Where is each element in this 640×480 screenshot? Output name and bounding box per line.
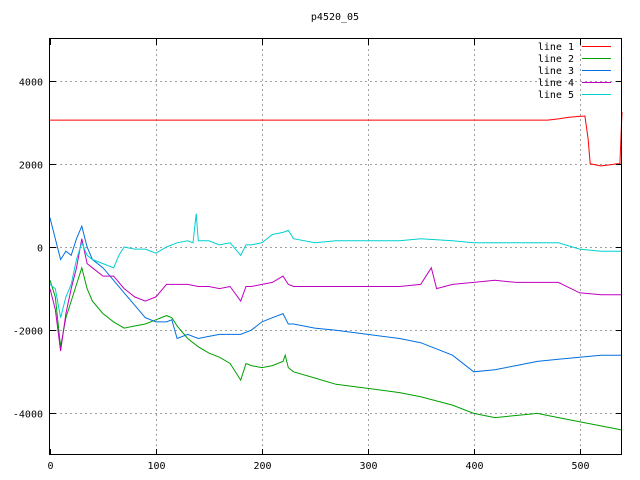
plot-frame [49, 38, 622, 455]
series-line-3 [49, 217, 622, 373]
series-line-5 [49, 213, 622, 318]
legend-label-3: line 3 [538, 66, 574, 77]
y-tick-label: -4000 [13, 410, 43, 421]
y-tick-label: -2000 [13, 327, 43, 338]
y-tick-label: 2000 [19, 161, 43, 172]
y-tick-label: 4000 [19, 78, 43, 89]
x-tick-label: 400 [465, 461, 483, 472]
x-tick-label: 500 [571, 461, 589, 472]
legend-label-2: line 2 [538, 54, 574, 65]
x-tick-label: 0 [47, 461, 53, 472]
series-line-2 [49, 265, 623, 431]
axis-ticks [50, 39, 622, 455]
series-group [49, 111, 623, 431]
x-tick-label: 200 [253, 461, 271, 472]
chart-title: p4520_05 [311, 12, 359, 23]
grid [50, 39, 622, 455]
y-tick-label: 0 [37, 244, 43, 255]
x-tick-label: 300 [359, 461, 377, 472]
series-line-1 [50, 111, 623, 167]
legend-label-1: line 1 [538, 42, 574, 53]
legend-label-5: line 5 [538, 90, 574, 101]
tick-labels: 0 100 200 300 400 500 -4000 -2000 0 2000 4000 [13, 78, 590, 473]
x-tick-label: 100 [147, 461, 165, 472]
series-line-4 [49, 238, 622, 352]
legend-label-4: line 4 [538, 78, 574, 89]
